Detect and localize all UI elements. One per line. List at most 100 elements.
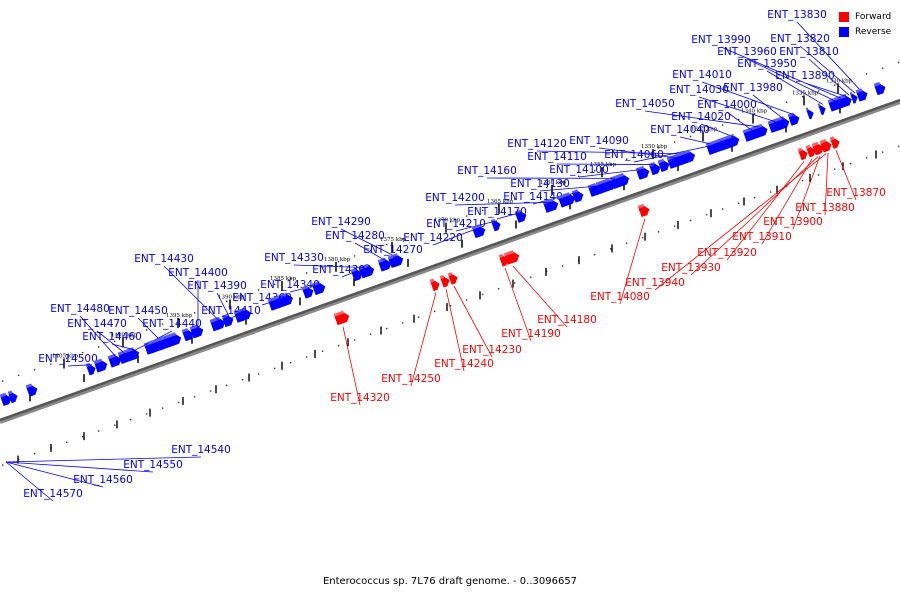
legend-item-forward: Forward xyxy=(839,9,891,24)
kbp-label: 1380 kbp xyxy=(324,257,351,263)
gene-arrow-highlight xyxy=(389,254,397,259)
gene-arrow-highlight xyxy=(147,336,166,345)
forward-gene xyxy=(333,310,350,326)
gene-arrow-highlight xyxy=(237,309,241,313)
gene-arrow-highlight xyxy=(677,149,690,157)
gene-arrow-body xyxy=(448,273,458,285)
leader-line xyxy=(633,142,725,163)
gene-label: ENT_13980 xyxy=(723,82,783,94)
leader-line xyxy=(835,150,857,201)
reverse-gene xyxy=(767,118,784,133)
gene-arrow-body xyxy=(806,146,816,158)
gene-arrow-highlight xyxy=(209,316,221,323)
leader-line xyxy=(536,150,688,155)
reverse-gene xyxy=(25,383,38,397)
reverse-gene xyxy=(677,149,696,165)
leader-line xyxy=(453,285,493,358)
leader-line xyxy=(701,81,796,116)
gene-label: ENT_14400 xyxy=(168,267,228,279)
gene-label: ENT_14330 xyxy=(264,252,324,264)
forward-gene xyxy=(447,272,458,285)
leader-line xyxy=(808,58,850,96)
gene-arrow-body xyxy=(515,211,527,223)
reverse-gene xyxy=(7,390,18,404)
gene-arrow-body xyxy=(351,269,363,282)
reverse-swatch xyxy=(839,26,849,37)
gene-arrow-highlight xyxy=(7,390,13,395)
gene-label: ENT_13940 xyxy=(625,277,685,289)
gene-arrow-body xyxy=(210,318,226,332)
gene-label: ENT_14080 xyxy=(590,291,650,303)
gene-label: ENT_14060 xyxy=(604,149,664,161)
gene-arrow-body xyxy=(806,109,814,120)
reverse-gene xyxy=(873,81,886,96)
leader-line xyxy=(578,168,645,178)
forward-gene xyxy=(829,136,840,149)
gene-label: ENT_14230 xyxy=(462,344,522,356)
kbp-label: 1355 kbp xyxy=(590,162,617,168)
reverse-gene xyxy=(363,263,374,277)
gene-label: ENT_14050 xyxy=(615,98,675,110)
gene-arrow-body xyxy=(499,255,509,267)
gene-arrow-highlight xyxy=(839,94,847,99)
leader-line xyxy=(598,147,679,159)
reverse-gene xyxy=(849,91,858,104)
gene-label: ENT_14480 xyxy=(50,303,110,315)
gene-arrow-body xyxy=(572,191,584,203)
gene-arrow-body xyxy=(364,265,374,277)
gene-arrow-body xyxy=(812,144,822,156)
gene-label: ENT_14410 xyxy=(201,305,261,317)
legend-item-reverse: Reverse xyxy=(839,24,891,39)
forward-gene xyxy=(503,250,520,265)
gene-arrow-body xyxy=(798,149,808,161)
leader-line xyxy=(698,96,778,123)
gene-arrow-highlight xyxy=(805,144,811,149)
kbp-label: 1360 kbp xyxy=(540,180,567,186)
kbp-label: 1365 kbp xyxy=(487,199,514,205)
gene-arrow-body xyxy=(148,337,171,354)
gene-arrow-body xyxy=(638,205,650,218)
leader-line xyxy=(341,270,359,278)
leader-line xyxy=(293,264,369,269)
gene-arrow-body xyxy=(108,355,122,368)
gene-label: ENT_13890 xyxy=(775,70,835,82)
forward-gene xyxy=(498,253,509,267)
reverse-gene xyxy=(350,267,363,282)
genome-caption: Enterococcus sp. 7L76 draft genome. - 0.… xyxy=(322,576,578,587)
gene-label: ENT_14280 xyxy=(325,230,385,242)
kbp-label: 1385 kbp xyxy=(270,276,297,282)
reverse-gene xyxy=(857,88,868,101)
gene-arrow-highlight xyxy=(717,134,732,143)
reverse-gene xyxy=(209,316,226,332)
gene-label: ENT_14430 xyxy=(134,253,194,265)
gene-label: ENT_14030 xyxy=(669,84,729,96)
leader-line xyxy=(799,45,856,94)
reverse-gene xyxy=(301,285,314,299)
gene-label: ENT_14570 xyxy=(23,488,83,500)
kbp-label: 1405 kbp xyxy=(52,354,79,360)
leader-line xyxy=(644,110,762,128)
gene-label: ENT_13990 xyxy=(691,34,751,46)
gene-arrow-highlight xyxy=(542,198,554,205)
forward-gene xyxy=(797,147,808,161)
reverse-gene xyxy=(237,309,246,322)
gene-arrow-highlight xyxy=(311,281,321,287)
leader-line xyxy=(824,153,829,216)
gene-arrow-highlight xyxy=(657,158,665,164)
leader-line xyxy=(340,228,398,258)
gene-label: ENT_14000 xyxy=(697,99,757,111)
forward-swatch xyxy=(839,11,849,22)
gene-label: ENT_14450 xyxy=(108,305,168,317)
gene-arrow-highlight xyxy=(267,296,279,303)
reverse-gene xyxy=(717,134,737,151)
leader-line xyxy=(445,288,465,372)
gene-arrow-highlight xyxy=(181,327,189,333)
leader-line xyxy=(556,163,657,165)
forward-gene xyxy=(439,274,450,288)
gene-label: ENT_14180 xyxy=(537,314,597,326)
reverse-gene xyxy=(389,254,402,268)
leader-line xyxy=(726,111,754,132)
gene-label: ENT_14240 xyxy=(434,358,494,370)
reverse-gene xyxy=(514,209,527,223)
